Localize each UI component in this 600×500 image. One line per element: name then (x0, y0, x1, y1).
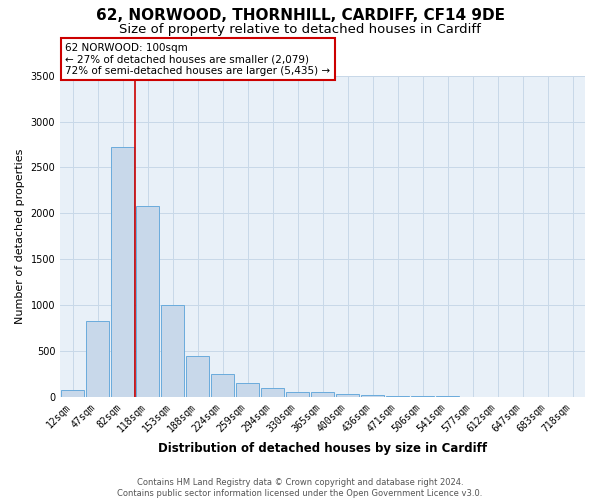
Bar (261, 388, 284, 397)
Bar (336, 394, 359, 397)
Bar (236, 382, 259, 397)
X-axis label: Distribution of detached houses by size in Cardiff: Distribution of detached houses by size … (158, 442, 487, 455)
Bar (386, 396, 409, 397)
Text: Size of property relative to detached houses in Cardiff: Size of property relative to detached ho… (119, 22, 481, 36)
Bar (161, 305, 184, 397)
Text: 62 NORWOOD: 100sqm
← 27% of detached houses are smaller (2,079)
72% of semi-deta: 62 NORWOOD: 100sqm ← 27% of detached hou… (65, 42, 331, 76)
Bar (286, 392, 309, 397)
Bar (211, 374, 234, 397)
Text: Contains HM Land Registry data © Crown copyright and database right 2024.
Contai: Contains HM Land Registry data © Crown c… (118, 478, 482, 498)
Text: 62, NORWOOD, THORNHILL, CARDIFF, CF14 9DE: 62, NORWOOD, THORNHILL, CARDIFF, CF14 9D… (95, 8, 505, 22)
Bar (61, 390, 84, 397)
Bar (311, 392, 334, 397)
Bar (361, 394, 384, 397)
Bar (86, 321, 109, 397)
Bar (136, 206, 159, 397)
Bar (111, 147, 134, 397)
Bar (186, 356, 209, 397)
Y-axis label: Number of detached properties: Number of detached properties (15, 148, 25, 324)
